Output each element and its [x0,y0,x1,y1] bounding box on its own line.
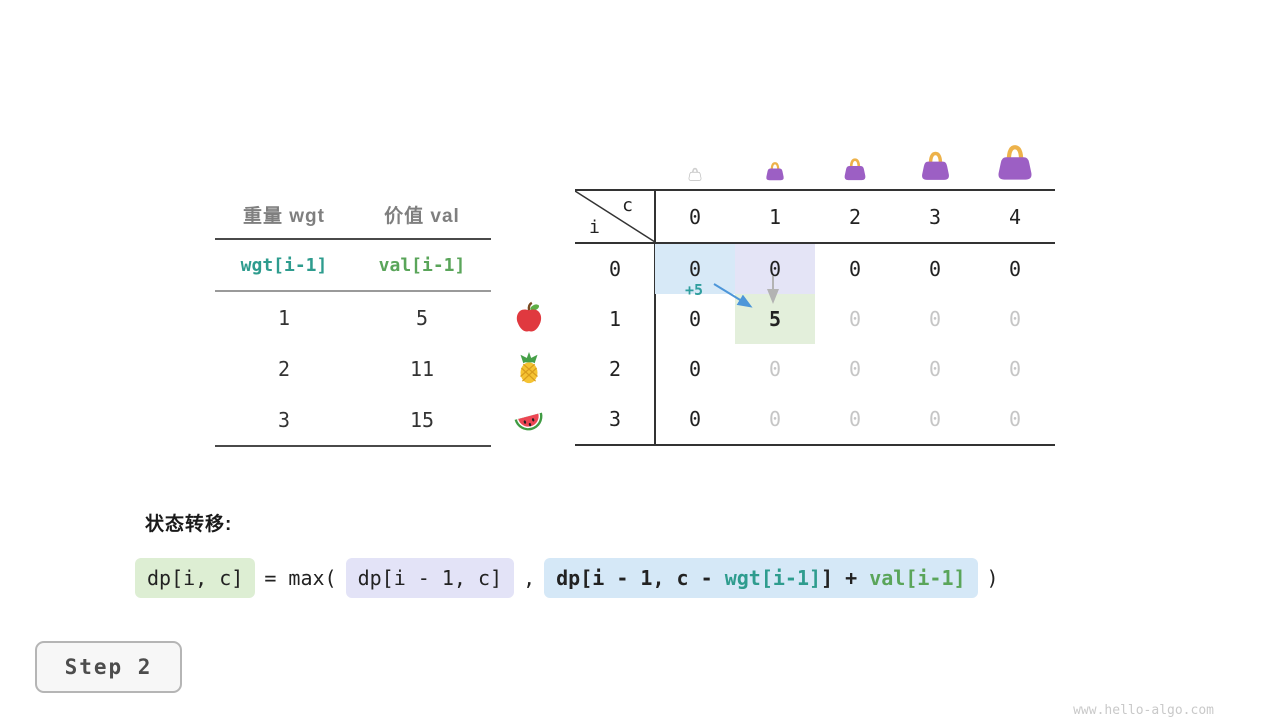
dp-row-header: 2 [608,357,622,381]
dp-row-header: 3 [608,407,622,431]
item-table-var-row: wgt[i-1] val[i-1] [215,240,491,292]
item-header-wgt: 重量 wgt [243,205,325,227]
dp-col-header: 0 [688,204,702,229]
dp-cell: 0 [735,244,815,294]
dp-cell: 0 [1008,357,1022,381]
formula-comma: , [523,566,536,590]
bag-icon [895,138,975,186]
transition-label: 状态转移: [145,514,233,535]
dp-col-header: 4 [1008,204,1022,229]
bag-icon [815,138,895,186]
corner-col-var: c [622,195,633,216]
item-wgt-value: 3 [277,407,291,432]
plus-value-annotation: +5 [685,281,704,299]
dp-vertical-line [654,189,656,446]
dp-header-row: c i 0 1 2 3 4 [575,191,1055,242]
pineapple-icon [512,351,548,387]
dp-cell: 0 [928,357,942,381]
apple-icon [512,300,548,336]
dp-col-header: 2 [848,204,862,229]
item-header-val: 价值 val [384,205,460,227]
formula-lhs: dp[i, c] [135,558,256,598]
item-val-value: 5 [415,305,429,330]
formula-arg1: dp[i - 1, c] [345,558,515,598]
dp-cell: 0 [928,407,942,431]
formula-arg2-prefix: dp[i - 1, c - [556,566,725,590]
dp-corner-cell: c i [575,191,655,242]
dp-cell: 0 [688,407,702,431]
item-val-value: 15 [409,407,435,432]
dp-cell: 0 [768,407,782,431]
corner-row-var: i [589,217,600,238]
dp-cell: 0 [655,244,735,294]
transition-formula: dp[i, c] = max( dp[i - 1, c] , dp[i - 1,… [135,558,1008,598]
dp-cell: 0 [688,307,702,331]
item-table-rows: 1 5 2 11 3 15 [215,292,491,445]
formula-arg2-wgt: wgt[i-1] [724,566,822,590]
site-watermark: www.hello-algo.com [1073,703,1214,718]
item-wgt-value: 2 [277,356,291,381]
dp-cell: 0 [1008,257,1022,281]
formula-close-paren: ) [986,566,999,590]
item-row: 2 11 [215,343,491,394]
watermelon-icon [512,402,548,438]
formula-arg2: dp[i - 1, c - wgt[i-1]] + val[i-1] [544,558,978,598]
step-badge: Step 2 [35,641,182,693]
item-row: 3 15 [215,394,491,445]
dp-cell: 0 [848,307,862,331]
dp-row-header: 1 [608,307,622,331]
dp-cell: 0 [848,407,862,431]
bag-icon [975,138,1055,186]
dp-row-header: 0 [608,257,622,281]
dp-top-line [575,189,1055,191]
formula-eq-max: = max( [264,566,337,590]
dp-row: 2 0 0 0 0 0 [575,344,1055,394]
dp-bottom-line [575,444,1055,446]
dp-col-header: 1 [768,204,782,229]
dp-cell: 0 [1008,407,1022,431]
formula-arg2-suffix: ] + [821,566,870,590]
dp-cell: 0 [1008,307,1022,331]
item-table-header: 重量 wgt 价值 val [215,190,491,240]
item-val-value: 11 [409,356,435,381]
dp-col-header: 3 [928,204,942,229]
bag-icon [735,138,815,186]
dp-cell: 0 [848,357,862,381]
item-var-wgt: wgt[i-1] [240,254,328,276]
dp-cell: 0 [768,357,782,381]
formula-arg2-val: val[i-1] [869,566,966,590]
dp-cell: 0 [688,357,702,381]
dp-col-headers: 0 1 2 3 4 [655,191,1055,242]
dp-cell: 0 [928,257,942,281]
corner-diagonal-line [575,191,655,242]
item-table: 重量 wgt 价值 val wgt[i-1] val[i-1] 1 5 2 11 3 15 [215,190,491,447]
item-wgt-value: 1 [277,305,291,330]
dp-cell: 0 [848,257,862,281]
bags-row [655,138,1055,186]
dp-cell: 0 [928,307,942,331]
dp-cell: 5 [735,294,815,344]
item-var-val: val[i-1] [378,254,466,276]
dp-header-line [575,242,1055,244]
dp-row: 3 0 0 0 0 0 [575,394,1055,444]
empty-bag-icon [655,138,735,186]
